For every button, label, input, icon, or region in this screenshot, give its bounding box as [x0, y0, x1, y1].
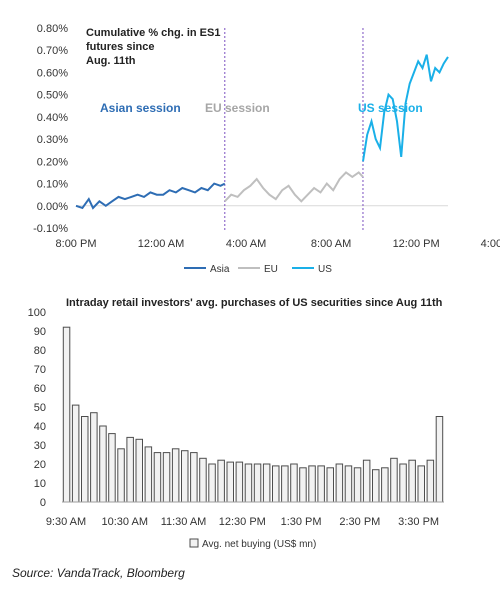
- series-line-asia: [75, 182, 226, 210]
- retail-purchases-bar-chart: Intraday retail investors' avg. purchase…: [28, 297, 444, 550]
- y-tick-label: 0.40%: [37, 112, 68, 124]
- y-tick-label: 0.70%: [37, 45, 68, 57]
- y-tick-label: 10: [34, 478, 46, 490]
- x-tick-label: 3:30 PM: [398, 516, 439, 528]
- legend-label: US: [318, 264, 332, 275]
- y-tick-label: 0.00%: [37, 201, 68, 213]
- y-tick-label: 80: [34, 345, 46, 357]
- bar: [135, 438, 143, 503]
- chart-title-line: futures since: [86, 41, 154, 53]
- bar: [381, 467, 389, 503]
- y-tick-label: 50: [34, 402, 46, 414]
- x-tick-label: 11:30 AM: [161, 516, 207, 528]
- bar: [262, 463, 271, 503]
- bar: [362, 459, 371, 503]
- series-line-us: [362, 54, 449, 162]
- bar: [226, 461, 234, 503]
- bar: [290, 463, 298, 503]
- bar: [144, 446, 153, 503]
- bar: [372, 469, 380, 503]
- bar: [390, 457, 398, 503]
- bar: [199, 457, 207, 503]
- bar: [353, 467, 362, 503]
- legend-label: EU: [264, 264, 278, 275]
- bar: [171, 448, 180, 503]
- y-tick-label: 0.30%: [37, 134, 68, 146]
- x-tick-label: 10:30 AM: [102, 516, 148, 528]
- y-tick-label: 0.10%: [37, 179, 68, 191]
- y-tick-label: 30: [34, 440, 46, 452]
- series-line-eu: [224, 171, 364, 203]
- legend-item-asia: Asia: [184, 264, 230, 275]
- y-tick-label: 0.80%: [37, 23, 68, 35]
- bar: [253, 463, 262, 503]
- legend-swatch: [189, 538, 199, 548]
- x-tick-label: 12:30 PM: [219, 516, 266, 528]
- legend-item-us: US: [292, 264, 332, 275]
- y-tick-label: 20: [34, 459, 46, 471]
- y-tick-label: 100: [28, 307, 46, 319]
- legend-label: Avg. net buying (US$ mn): [202, 539, 316, 550]
- x-tick-label: 4:00 PM: [481, 238, 500, 250]
- bar: [299, 467, 307, 503]
- y-tick-label: 0: [40, 497, 46, 509]
- bar: [244, 463, 253, 503]
- bar: [317, 465, 325, 503]
- bar: [62, 326, 71, 503]
- bar: [99, 425, 107, 503]
- legend-item: Avg. net buying (US$ mn): [189, 538, 316, 550]
- y-tick-label: 60: [34, 383, 46, 395]
- bar: [281, 465, 289, 503]
- y-tick-label: 70: [34, 364, 46, 376]
- x-tick-label: 12:00 AM: [138, 238, 184, 250]
- session-label: EU session: [205, 101, 270, 115]
- bar: [190, 452, 198, 503]
- chart-title: Intraday retail investors' avg. purchase…: [66, 297, 443, 309]
- bar: [399, 463, 407, 503]
- y-tick-label: 0.50%: [37, 90, 68, 102]
- bar: [126, 436, 134, 503]
- x-tick-label: 9:30 AM: [46, 516, 86, 528]
- y-tick-label: 0.60%: [37, 67, 68, 79]
- bar: [326, 467, 334, 503]
- y-tick-label: 90: [34, 326, 46, 338]
- bar: [90, 412, 98, 503]
- bar: [417, 465, 425, 503]
- y-tick-label: -0.10%: [33, 223, 68, 235]
- bar: [71, 404, 80, 503]
- x-tick-label: 2:30 PM: [339, 516, 380, 528]
- es1-cumulative-change-line-chart: -0.10% 0.00% 0.10% 0.20% 0.30% 0.40% 0.50% 0.60…: [33, 23, 500, 275]
- x-tick-label: 4:00 AM: [226, 238, 266, 250]
- bar: [408, 459, 416, 503]
- x-tick-label: 1:30 PM: [281, 516, 322, 528]
- bar: [308, 465, 316, 503]
- bar: [108, 433, 116, 503]
- session-label: US session: [358, 101, 423, 115]
- chart-title-line: Aug. 11th: [86, 55, 136, 67]
- bar: [117, 448, 125, 503]
- y-tick-label: 40: [34, 421, 46, 433]
- legend-label: Asia: [210, 264, 230, 275]
- chart-title-line: Cumulative % chg. in ES1: [86, 27, 220, 39]
- y-tick-label: 0.20%: [37, 156, 68, 168]
- bar: [335, 463, 344, 503]
- bar: [435, 416, 444, 503]
- bar: [235, 461, 244, 503]
- bar: [344, 465, 353, 503]
- x-tick-label: 8:00 AM: [311, 238, 351, 250]
- bar: [217, 459, 225, 503]
- bar: [181, 450, 189, 503]
- bar: [81, 416, 89, 503]
- source-note: Source: VandaTrack, Bloomberg: [12, 566, 185, 580]
- bar: [208, 463, 216, 503]
- x-tick-label: 12:00 PM: [393, 238, 440, 250]
- legend-item-eu: EU: [238, 264, 278, 275]
- bar: [272, 465, 280, 503]
- session-label: Asian session: [100, 101, 181, 115]
- x-tick-label: 8:00 PM: [56, 238, 97, 250]
- bar: [162, 452, 171, 503]
- bar: [153, 452, 162, 503]
- bar: [426, 459, 435, 503]
